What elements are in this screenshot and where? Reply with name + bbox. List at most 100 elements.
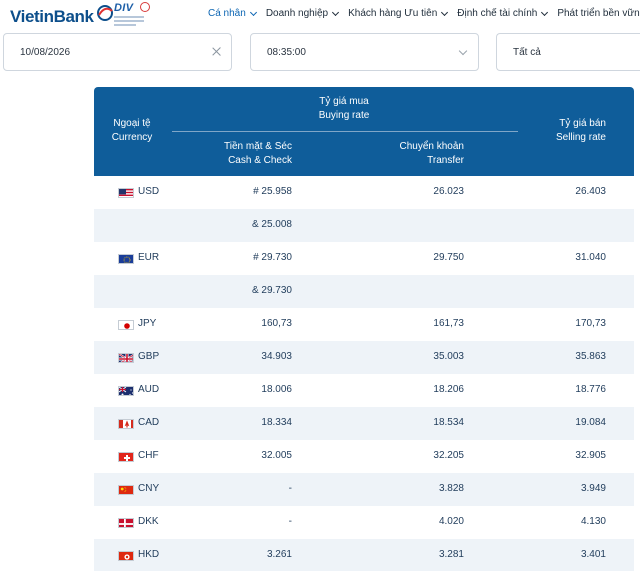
date-value: 10/08/2026 <box>20 46 71 58</box>
transfer-rate: 4.020 <box>438 516 464 527</box>
brand-name: VietinBank <box>10 7 94 26</box>
currency-code: CAD <box>138 417 160 428</box>
date-picker-field[interactable]: 10/08/2026 <box>3 33 232 71</box>
transfer-rate: 3.828 <box>438 483 464 494</box>
header-transfer: Chuyển khoản Transfer <box>400 140 465 168</box>
table-row: AUD 18.006 18.206 18.776 <box>94 374 634 407</box>
cash-rate: 160,73 <box>261 318 292 329</box>
currency-code: JPY <box>138 318 157 329</box>
table-row: CHF 32.005 32.205 32.905 <box>94 440 634 473</box>
badge-circle-icon <box>140 2 150 12</box>
nav-label: Doanh nghiệp <box>265 8 329 19</box>
time-select[interactable]: 08:35:00 <box>250 33 479 71</box>
chevron-down-icon <box>541 8 549 16</box>
table-row: JPY 160,73 161,73 170,73 <box>94 308 634 341</box>
cash-rate: 18.006 <box>261 384 292 395</box>
selling-rate: 31.040 <box>575 252 606 263</box>
table-row: GBP 34.903 35.003 35.863 <box>94 341 634 374</box>
table-row: & 29.730 <box>94 275 634 308</box>
transfer-rate: 3.281 <box>438 549 464 560</box>
header-cash-en: Cash & Check <box>228 155 292 166</box>
header-cash-vi: Tiền mặt & Séc <box>224 141 292 152</box>
table-row: CAD 18.334 18.534 19.084 <box>94 407 634 440</box>
currency-code: EUR <box>138 252 160 263</box>
gb-flag-icon <box>118 353 134 363</box>
transfer-rate: 35.003 <box>433 351 464 362</box>
transfer-rate: 18.534 <box>433 417 464 428</box>
currency-code: CHF <box>138 450 159 461</box>
table-row: USD # 25.958 26.023 26.403 <box>94 176 634 209</box>
nav-label: Định chế tài chính <box>457 8 538 19</box>
selling-rate: 26.403 <box>575 186 606 197</box>
ca-flag-icon <box>118 419 134 429</box>
table-row: DKK - 4.020 4.130 <box>94 506 634 539</box>
clear-date-icon[interactable] <box>211 46 223 58</box>
type-value: Tất cả <box>513 46 541 58</box>
ch-flag-icon <box>118 452 134 462</box>
currency-code: HKD <box>138 549 160 560</box>
nav-label: Phát triển bền vững <box>557 8 640 19</box>
header-divider <box>172 131 518 132</box>
main-nav: Cá nhân Doanh nghiệp Khách hàng Ưu tiên … <box>208 8 640 19</box>
time-value: 08:35:00 <box>267 46 306 58</box>
header-sell-vi: Tỷ giá bán <box>559 118 606 129</box>
nav-item-dinh-che-tai-chinh[interactable]: Định chế tài chính <box>457 8 549 19</box>
chevron-down-icon <box>458 46 468 56</box>
cash-rate: # 25.958 <box>253 186 292 197</box>
div-award-badge: DIV <box>112 2 152 30</box>
exchange-rate-table: Ngoại tệ Currency Tỷ giá mua Buying rate… <box>94 87 634 571</box>
table-body: USD # 25.958 26.023 26.403 & 25.008 EUR # 29.7… <box>94 176 634 571</box>
chevron-down-icon <box>332 8 340 16</box>
nav-item-doanh-nghiep[interactable]: Doanh nghiệp <box>265 8 340 19</box>
top-navigation-bar: VietinBank DIV Cá nhân Doanh nghiệp Khác… <box>0 0 640 34</box>
cash-rate: & 29.730 <box>251 285 292 296</box>
cash-rate: 3.261 <box>266 549 292 560</box>
selling-rate: 18.776 <box>575 384 606 395</box>
header-currency-vi: Ngoại tệ <box>113 118 151 129</box>
div-badge-label: DIV <box>114 2 134 14</box>
nav-label: Cá nhân <box>208 8 246 19</box>
nav-item-khach-hang-uu-tien[interactable]: Khách hàng Ưu tiên <box>348 8 449 19</box>
cash-rate: - <box>288 516 292 527</box>
vietinbank-logo[interactable]: VietinBank <box>10 5 115 29</box>
selling-rate: 170,73 <box>575 318 606 329</box>
selling-rate: 32.905 <box>575 450 606 461</box>
table-row: EUR # 29.730 29.750 31.040 <box>94 242 634 275</box>
selling-rate: 19.084 <box>575 417 606 428</box>
eu-flag-icon <box>118 254 134 264</box>
header-cash-check: Tiền mặt & Séc Cash & Check <box>224 140 292 168</box>
cash-rate: - <box>288 483 292 494</box>
table-row: HKD 3.261 3.281 3.401 <box>94 539 634 571</box>
badge-line <box>114 20 144 22</box>
logo-swirl-icon <box>95 3 115 23</box>
currency-code: DKK <box>138 516 159 527</box>
cash-rate: # 29.730 <box>253 252 292 263</box>
header-buying-rate: Tỷ giá mua Buying rate <box>170 95 518 123</box>
currency-code: USD <box>138 186 160 197</box>
badge-line <box>114 24 136 26</box>
header-currency: Ngoại tệ Currency <box>94 117 170 145</box>
currency-type-select[interactable]: Tất cả <box>496 33 640 71</box>
selling-rate: 3.949 <box>580 483 606 494</box>
hk-flag-icon <box>118 551 134 561</box>
selling-rate: 35.863 <box>575 351 606 362</box>
us-flag-icon <box>118 188 134 198</box>
chevron-down-icon <box>441 8 449 16</box>
au-flag-icon <box>118 386 134 396</box>
nav-label: Khách hàng Ưu tiên <box>348 8 438 19</box>
header-sell-en: Selling rate <box>555 132 606 143</box>
cash-rate: 18.334 <box>261 417 292 428</box>
table-row: & 25.008 <box>94 209 634 242</box>
header-buy-vi: Tỷ giá mua <box>319 96 369 107</box>
nav-item-phat-trien-ben-vung[interactable]: Phát triển bền vững <box>557 8 640 19</box>
cash-rate: 32.005 <box>261 450 292 461</box>
header-buy-en: Buying rate <box>318 110 370 121</box>
currency-code: CNY <box>138 483 160 494</box>
nav-item-ca-nhan[interactable]: Cá nhân <box>208 8 257 19</box>
header-selling-rate: Tỷ giá bán Selling rate <box>506 117 606 145</box>
cn-flag-icon <box>118 485 134 495</box>
header-currency-en: Currency <box>111 132 153 143</box>
header-transfer-en: Transfer <box>427 155 464 166</box>
chevron-down-icon <box>249 8 257 16</box>
transfer-rate: 29.750 <box>433 252 464 263</box>
